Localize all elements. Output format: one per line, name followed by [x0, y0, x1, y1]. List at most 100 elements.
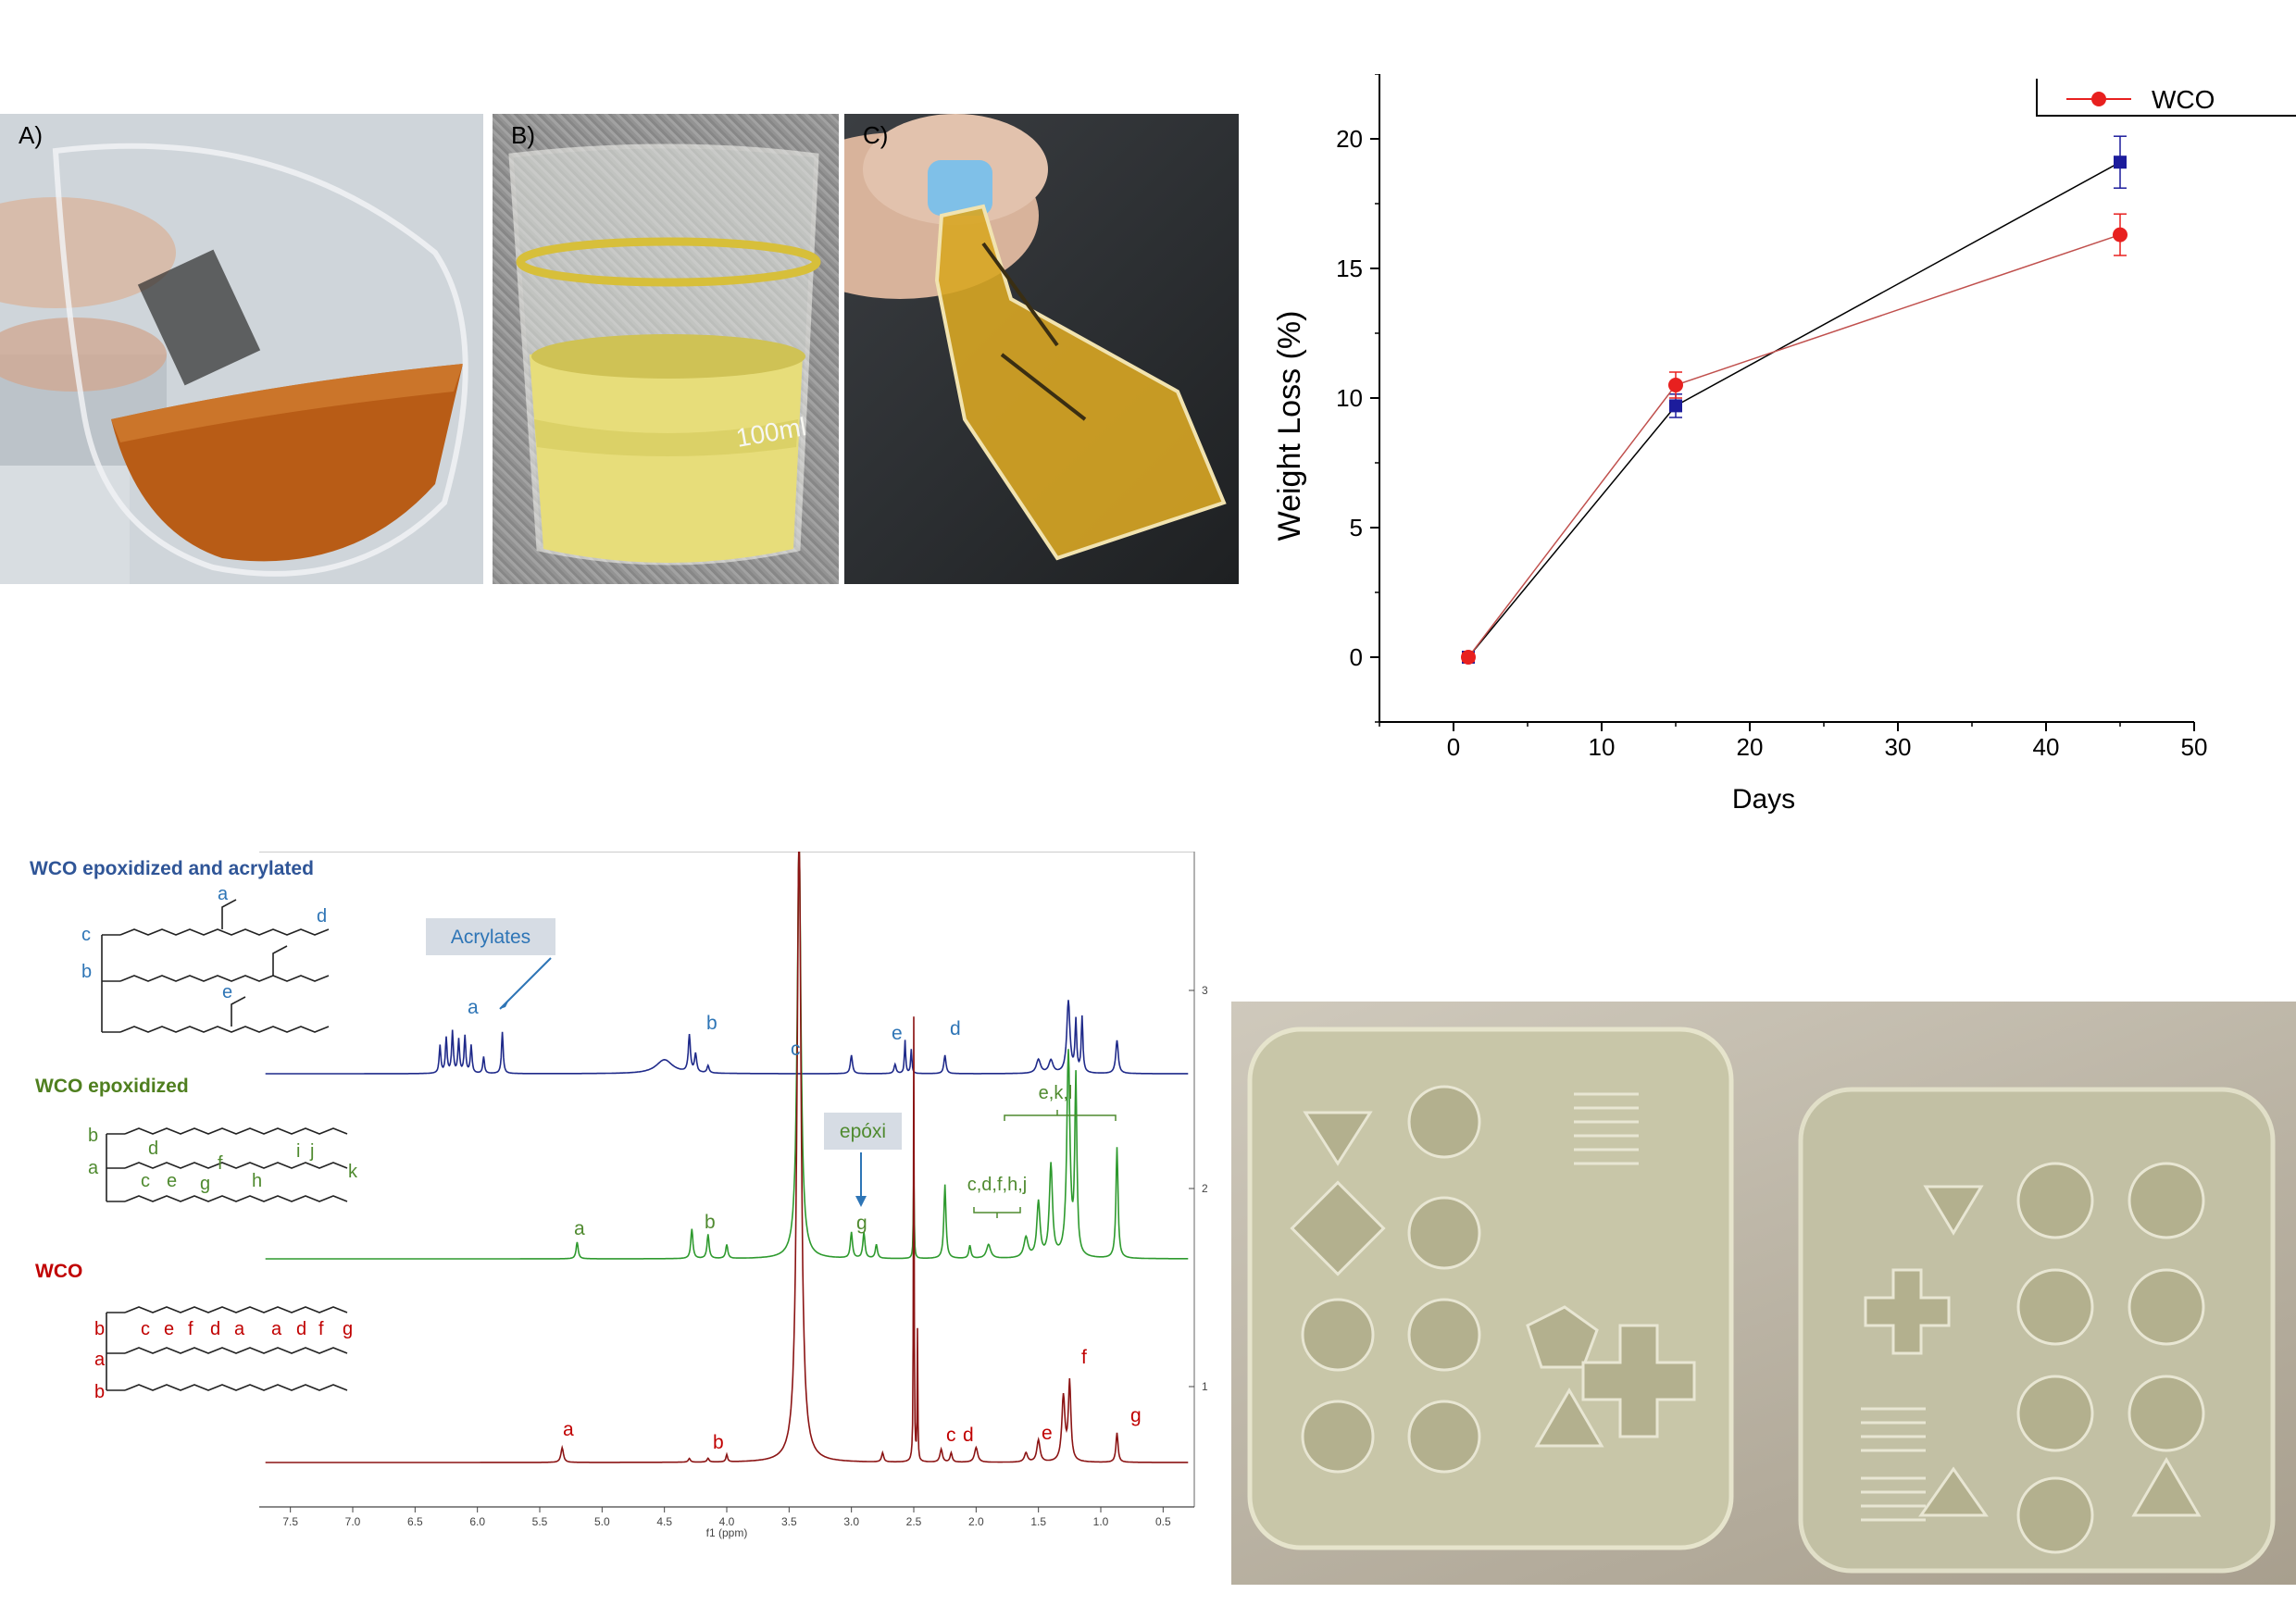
x-tick-label: 5.5 — [532, 1515, 548, 1528]
legend-marker-wco — [2091, 92, 2106, 106]
epoxi-box — [824, 1113, 902, 1150]
struct-label: f — [218, 1153, 223, 1174]
struct-label: g — [343, 1319, 353, 1339]
struct-label: a — [271, 1319, 282, 1339]
spectrum-epoxidized — [265, 841, 1189, 1260]
struct-label: c — [141, 1319, 150, 1339]
x-tick-label: 10 — [1589, 733, 1616, 761]
data-point — [2113, 227, 2128, 243]
photo-label-c: C) — [863, 121, 889, 149]
legend: WCO — [2036, 79, 2296, 117]
annotation-cdfhj: c,d,f,h,j — [967, 1175, 1027, 1195]
weight-loss-chart: 0 10 20 30 40 50 0 5 10 15 20 WCO Days Weight Loss… — [1268, 73, 2296, 833]
photo-label-b: B) — [511, 121, 535, 149]
acrylates-box — [426, 918, 555, 955]
beaker-illustration: 100ml — [493, 114, 839, 584]
x-tick-label: 0.5 — [1155, 1515, 1171, 1528]
struct-label: d — [317, 906, 327, 927]
peak-label: d — [963, 1425, 974, 1446]
y-tick-label: 20 — [1336, 125, 1363, 153]
photo-beaker-oil: 100ml B) — [493, 114, 839, 584]
peak-label: b — [713, 1432, 724, 1453]
x-tick-label: 5.0 — [594, 1515, 610, 1528]
peak-label: c — [946, 1425, 956, 1446]
x-tick-label: 0 — [1447, 733, 1460, 761]
photo-label-a: A) — [19, 121, 43, 149]
plot-axes: 0 10 20 30 40 50 0 5 10 15 20 — [1336, 73, 2207, 761]
structure-wco — [106, 1306, 348, 1391]
nmr-y-axis: 3 2 1 — [1189, 984, 1208, 1393]
x-tick-label: 6.0 — [469, 1515, 485, 1528]
peak-label: a — [563, 1419, 574, 1440]
struct-label: a — [218, 884, 229, 904]
x-tick-label: 7.5 — [282, 1515, 298, 1528]
x-axis-label: Days — [1732, 784, 1795, 815]
x-tick-label: 40 — [2033, 733, 2060, 761]
data-point — [1461, 650, 1476, 665]
peak-label: d — [950, 1018, 961, 1039]
x-tick-label: 1.0 — [1093, 1515, 1109, 1528]
structure-epoxidized — [106, 1127, 348, 1202]
struct-label: i — [296, 1141, 300, 1162]
struct-label: h — [252, 1171, 262, 1191]
x-tick-label: 7.0 — [345, 1515, 361, 1528]
printed-films-illustration — [1247, 1027, 2276, 1574]
y-tick-label: 5 — [1350, 514, 1363, 541]
peak-label: a — [574, 1218, 585, 1239]
peak-label: g — [1130, 1405, 1142, 1426]
series-line — [1467, 233, 2121, 658]
annotation-ekl: e,k,l — [1039, 1083, 1073, 1103]
structure-acrylated — [101, 899, 330, 1033]
struct-label: e — [167, 1171, 177, 1191]
structure-epoxidized-labels: b a d c e f g h i j k — [88, 1126, 358, 1194]
peak-label: e — [1042, 1423, 1053, 1444]
struct-label: g — [200, 1174, 210, 1194]
peak-label: f — [1081, 1347, 1087, 1368]
data-point — [2114, 156, 2127, 169]
struct-label: a — [234, 1319, 245, 1339]
photo-culture-flask: C) — [844, 114, 1239, 584]
y-tick-label: 0 — [1350, 643, 1363, 671]
spectrum-acrylated — [265, 1000, 1189, 1075]
annotation-epoxi: epóxi — [840, 1121, 886, 1142]
struct-label: e — [164, 1319, 174, 1339]
x-tick-label: 2.0 — [968, 1515, 984, 1528]
struct-label: k — [348, 1162, 358, 1182]
struct-label: a — [88, 1158, 99, 1178]
peak-label: c — [791, 1039, 801, 1060]
struct-label: c — [81, 925, 91, 945]
struct-label: b — [88, 1126, 98, 1146]
struct-label: c — [141, 1171, 150, 1191]
photo-printed-films — [1231, 1002, 2296, 1585]
title-wco: WCO — [35, 1261, 82, 1282]
struct-label: f — [318, 1319, 324, 1339]
y-axis-label: Weight Loss (%) — [1272, 311, 1307, 541]
title-epoxidized: WCO epoxidized — [35, 1076, 189, 1097]
data-point — [1669, 399, 1682, 413]
x-tick-label: 4.5 — [656, 1515, 672, 1528]
culture-flask-illustration — [844, 114, 1227, 561]
peak-labels-epoxidized: a b g — [574, 1212, 867, 1239]
x-tick-label: 1.5 — [1030, 1515, 1046, 1528]
struct-label: b — [81, 962, 92, 982]
peak-label: b — [705, 1212, 716, 1233]
struct-label: e — [222, 982, 232, 1002]
struct-label: d — [148, 1139, 158, 1159]
nmr-x-axis: 7.5 7.0 6.5 6.0 5.5 5.0 4.5 4.0 3.5 3.0 2.5 2.0 1.5 1… — [259, 1506, 1194, 1528]
peak-labels-acrylated: a b c e d — [468, 997, 961, 1060]
x-tick-label: 3.5 — [781, 1515, 797, 1528]
plot-series — [1461, 135, 2128, 665]
nmr-spectra-panel: WCO epoxidized and acrylated WCO epoxidi… — [19, 832, 1222, 1611]
spectrum-wco — [265, 832, 1189, 1463]
peak-label: a — [468, 997, 479, 1018]
struct-label: b — [94, 1382, 105, 1402]
struct-label: d — [210, 1319, 220, 1339]
x-tick-label: 6.5 — [407, 1515, 423, 1528]
peak-labels-wco: a b c d e f g — [563, 1347, 1142, 1453]
y-tick-label: 15 — [1336, 255, 1363, 282]
x-tick-label: 20 — [1737, 733, 1764, 761]
x-tick-label: 4.0 — [719, 1515, 735, 1528]
peak-label: b — [706, 1013, 718, 1034]
annotation-acrylates: Acrylates — [451, 927, 530, 948]
x-tick-label: 2.5 — [906, 1515, 922, 1528]
